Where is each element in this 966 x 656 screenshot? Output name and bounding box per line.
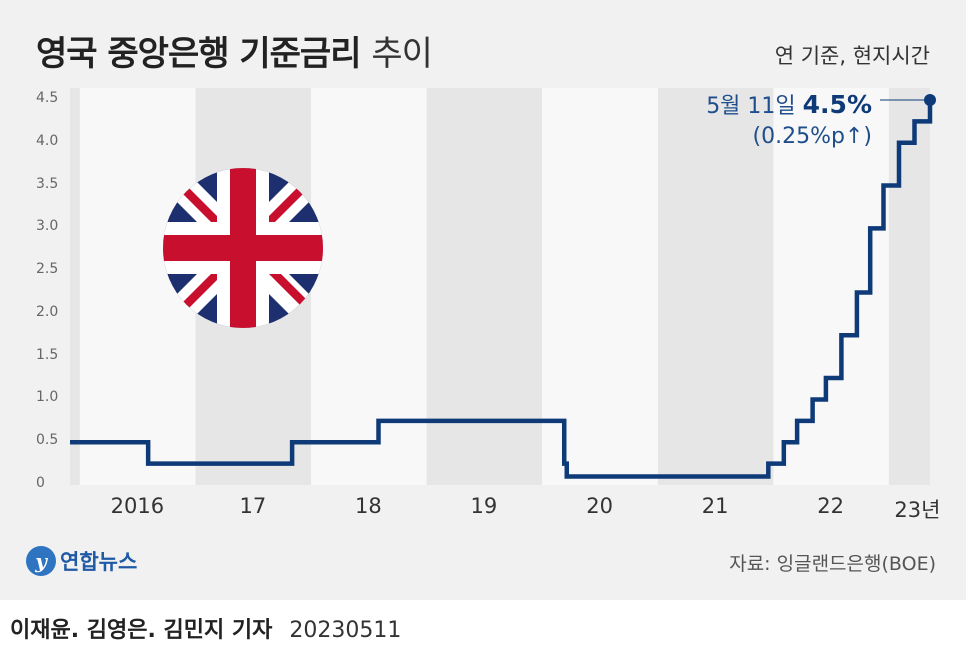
credits-names: 이재윤. 김영은. 김민지 기자 [10, 618, 273, 643]
y-tick-label: 3.0 [36, 218, 59, 235]
latest-rate-date: 5월 11일 [706, 94, 796, 119]
chart-plot [70, 88, 936, 485]
year-band [542, 88, 658, 485]
year-band [311, 88, 427, 485]
credits: 이재윤. 김영은. 김민지 기자 20230511 [10, 612, 401, 644]
yonhap-logo: y 연합뉴스 [26, 544, 137, 578]
chart-title-sub: 추이 [371, 34, 433, 74]
x-tick-label: 20 [586, 494, 614, 518]
chart-title-main: 영국 중앙은행 기준금리 [36, 34, 361, 74]
latest-point-marker [924, 94, 936, 106]
x-tick-label: 18 [354, 494, 382, 518]
basis-note: 연 기준, 현지시간 [774, 44, 930, 68]
x-tick-label: 2016 [110, 494, 165, 518]
credits-date: 20230511 [289, 618, 402, 643]
x-tick-label: 21 [701, 494, 729, 518]
union-jack-flag-icon [163, 168, 323, 328]
latest-rate-annotation: 5월 11일 4.5% [706, 88, 872, 120]
yonhap-logo-text: 연합뉴스 [60, 550, 138, 574]
y-tick-label: 4.5 [36, 90, 59, 106]
y-tick-label: 1.5 [36, 346, 59, 363]
chart-title: 영국 중앙은행 기준금리 추이 [36, 26, 433, 75]
y-tick-label: 2.0 [36, 303, 59, 320]
yonhap-logo-icon: y [26, 546, 56, 576]
y-tick-label: 0 [36, 475, 45, 491]
y-tick-label: 3.5 [36, 175, 59, 192]
year-band [888, 88, 930, 485]
latest-rate-value: 4.5% [802, 90, 872, 119]
year-band [70, 88, 80, 485]
x-tick-label: 23년 [894, 498, 941, 522]
year-band [426, 88, 543, 485]
source-note: 자료: 잉글랜드은행(BOE) [729, 553, 936, 575]
year-band [657, 88, 774, 485]
latest-rate-change: (0.25%p↑) [752, 124, 872, 149]
rate-series-line [70, 100, 933, 479]
x-tick-label: 22 [817, 494, 845, 518]
y-tick-label: 4.0 [36, 132, 59, 149]
x-tick-label: 17 [239, 494, 267, 518]
x-tick-label: 19 [470, 494, 498, 518]
y-tick-label: 0.5 [36, 432, 59, 449]
y-tick-label: 2.5 [36, 261, 59, 278]
y-tick-label: 1.0 [36, 389, 59, 406]
